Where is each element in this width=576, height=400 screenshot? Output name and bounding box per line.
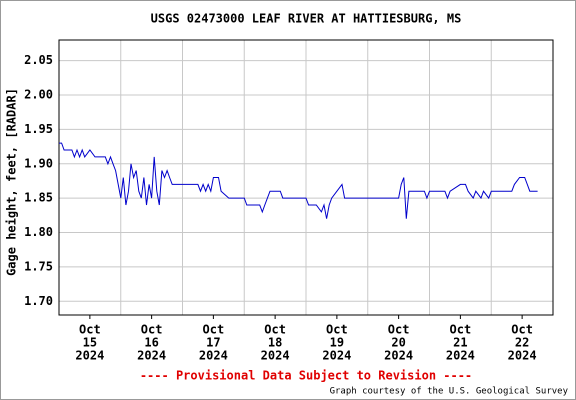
x-tick-label: Oct [79, 323, 101, 337]
chart-title: USGS 02473000 LEAF RIVER AT HATTIESBURG,… [151, 12, 462, 26]
x-tick-label: 18 [268, 336, 282, 350]
x-tick-label: 2024 [75, 349, 104, 363]
y-tick-label: 2.00 [24, 88, 53, 102]
x-tick-label: 2024 [446, 349, 475, 363]
x-tick-label: Oct [264, 323, 286, 337]
x-tick-label: Oct [141, 323, 163, 337]
credit: Graph courtesy of the U.S. Geological Su… [330, 387, 569, 397]
y-tick-label: 1.90 [24, 156, 53, 170]
x-tick-label: Oct [511, 323, 533, 337]
x-tick-label: 20 [391, 336, 405, 350]
x-tick-label: 21 [453, 336, 467, 350]
x-tick-label: 2024 [137, 349, 166, 363]
data-line [59, 142, 538, 219]
x-tick-label: 2024 [384, 349, 413, 363]
x-tick-label: 2024 [261, 349, 290, 363]
x-tick-label: 17 [206, 336, 220, 350]
x-tick-label: Oct [203, 323, 225, 337]
y-tick-label: 1.85 [24, 191, 53, 205]
x-tick-label: 22 [515, 336, 529, 350]
y-tick-label: 2.05 [24, 53, 53, 67]
y-axis-label: Gage height, feet, [RADAR] [5, 88, 19, 276]
x-tick-label: 2024 [199, 349, 228, 363]
x-tick-label: Oct [326, 323, 348, 337]
y-tick-label: 1.70 [24, 294, 53, 308]
x-tick-label: 16 [144, 336, 158, 350]
x-tick-label: 15 [83, 336, 97, 350]
x-tick-label: Oct [388, 323, 410, 337]
y-tick-label: 1.80 [24, 225, 53, 239]
x-tick-label: 2024 [322, 349, 351, 363]
plot-border [58, 39, 554, 316]
x-tick-label: 19 [330, 336, 344, 350]
y-tick-label: 1.95 [24, 122, 53, 136]
x-tick-label: 2024 [508, 349, 537, 363]
footer: ---- Provisional Data Subject to Revisio… [140, 369, 472, 383]
y-tick-label: 1.75 [24, 259, 53, 273]
x-tick-label: Oct [450, 323, 472, 337]
